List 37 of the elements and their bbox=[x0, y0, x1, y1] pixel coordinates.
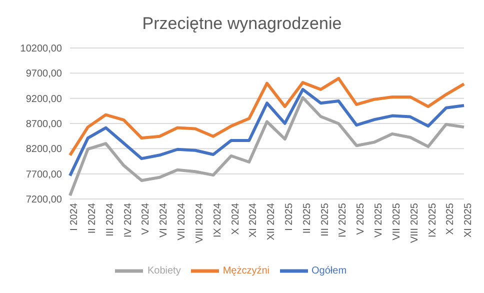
y-tick-label: 8700,00 bbox=[26, 119, 62, 130]
x-tick-label: V 2025 bbox=[356, 202, 367, 235]
x-tick-label: IV 2024 bbox=[122, 202, 134, 238]
line-series bbox=[68, 88, 466, 178]
y-tick-label: 9200,00 bbox=[26, 94, 62, 105]
x-tick-label: I 2024 bbox=[69, 202, 80, 231]
y-tick-label: 10200,00 bbox=[20, 44, 62, 55]
x-tick-label: VII 2025 bbox=[391, 202, 402, 240]
x-tick-label: XII 2024 bbox=[266, 202, 278, 240]
x-tick-label: VI 2025 bbox=[374, 202, 385, 238]
x-tick-label: IX 2025 bbox=[427, 202, 438, 238]
y-tick-label: 8200,00 bbox=[26, 144, 62, 156]
line-series bbox=[68, 96, 466, 198]
x-tick-label: V 2024 bbox=[140, 202, 152, 235]
y-tick-label: 9700,00 bbox=[26, 68, 62, 80]
x-tick-label: X 2025 bbox=[445, 202, 456, 235]
x-tick-label: X 2024 bbox=[230, 202, 242, 235]
x-tick-label: IX 2024 bbox=[212, 202, 224, 238]
x-tick-label: XI 2025 bbox=[463, 202, 474, 238]
x-tick-label: VIII 2025 bbox=[409, 202, 420, 244]
chart-title: Przeciętne wynagrodzenie bbox=[141, 13, 343, 35]
x-tick-label: III 2025 bbox=[320, 202, 331, 236]
legend-label: Mężczyźni bbox=[222, 266, 270, 277]
legend-label: Ogółem bbox=[312, 266, 347, 277]
x-tick-label: I 2025 bbox=[284, 202, 296, 231]
x-tick-label: III 2024 bbox=[104, 202, 116, 236]
x-tick-label: VII 2024 bbox=[176, 202, 188, 240]
legend-label: Kobiety bbox=[147, 266, 181, 277]
x-tick-label: VIII 2024 bbox=[194, 202, 206, 244]
line-series bbox=[68, 76, 466, 157]
x-tick-label: II 2025 bbox=[302, 202, 313, 234]
x-tick-label: VI 2024 bbox=[158, 202, 170, 238]
x-tick-label: II 2024 bbox=[87, 202, 98, 234]
y-tick-label: 7700,00 bbox=[26, 169, 62, 180]
x-tick-label: IV 2025 bbox=[338, 202, 349, 238]
y-tick-label: 7200,00 bbox=[26, 194, 62, 206]
x-tick-label: XI 2024 bbox=[248, 202, 260, 238]
